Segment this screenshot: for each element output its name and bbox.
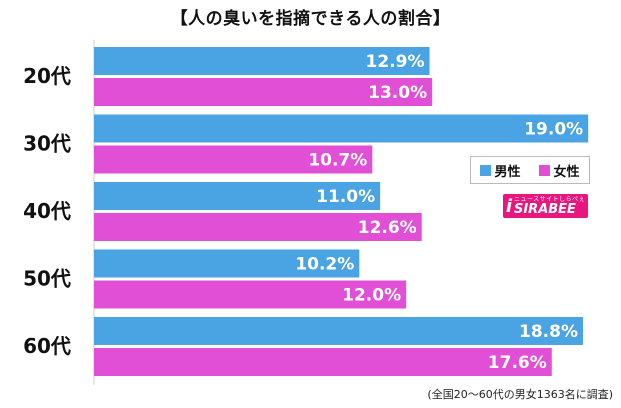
value-label-female-4: 12.0% — [342, 286, 401, 306]
legend-swatch-female — [539, 164, 551, 176]
logo-mark: i — [505, 195, 512, 217]
bar-female-1 — [94, 78, 433, 106]
legend-label-female: 女性 — [553, 164, 580, 180]
logo-subtitle: ニュースサイトしらべぇ — [513, 195, 586, 203]
bar-male-5 — [94, 317, 583, 345]
category-label-5: 60代 — [23, 334, 71, 358]
legend-item-female: 女性 — [539, 161, 580, 180]
footnote: (全国20～60代の男女1363名に調査) — [427, 388, 613, 401]
category-label-2: 30代 — [23, 132, 71, 156]
value-label-female-3: 12.6% — [358, 218, 417, 238]
bar-male-2 — [94, 114, 589, 143]
category-label-4: 50代 — [23, 267, 71, 291]
bar-male-1 — [94, 47, 430, 75]
legend-swatch-male — [480, 164, 492, 176]
value-label-female-2: 10.7% — [308, 151, 367, 171]
value-label-male-4: 10.2% — [295, 255, 354, 275]
bar-female-2 — [94, 145, 373, 174]
legend-label-male: 男性 — [494, 164, 521, 180]
value-label-female-5: 17.6% — [488, 353, 547, 373]
value-label-male-3: 11.0% — [316, 187, 375, 207]
bar-female-4 — [94, 280, 407, 309]
bar-female-5 — [94, 348, 552, 376]
value-label-male-5: 18.8% — [519, 322, 578, 342]
category-label-1: 20代 — [23, 64, 71, 88]
legend: 男性 女性 — [470, 156, 590, 184]
value-label-female-1: 13.0% — [368, 83, 427, 103]
bar-male-3 — [94, 182, 381, 210]
bar-female-3 — [94, 213, 422, 241]
chart-title: 【人の臭いを指摘できる人の割合】 — [170, 9, 451, 29]
legend-item-male: 男性 — [480, 161, 521, 180]
value-label-male-1: 12.9% — [366, 52, 425, 72]
category-label-3: 40代 — [23, 199, 71, 223]
sirabee-logo: i ニュースサイトしらべぇ SIRABEE — [503, 194, 588, 218]
bar-male-4 — [94, 249, 360, 278]
logo-text: SIRABEE — [513, 201, 576, 217]
value-label-male-2: 19.0% — [524, 120, 583, 140]
